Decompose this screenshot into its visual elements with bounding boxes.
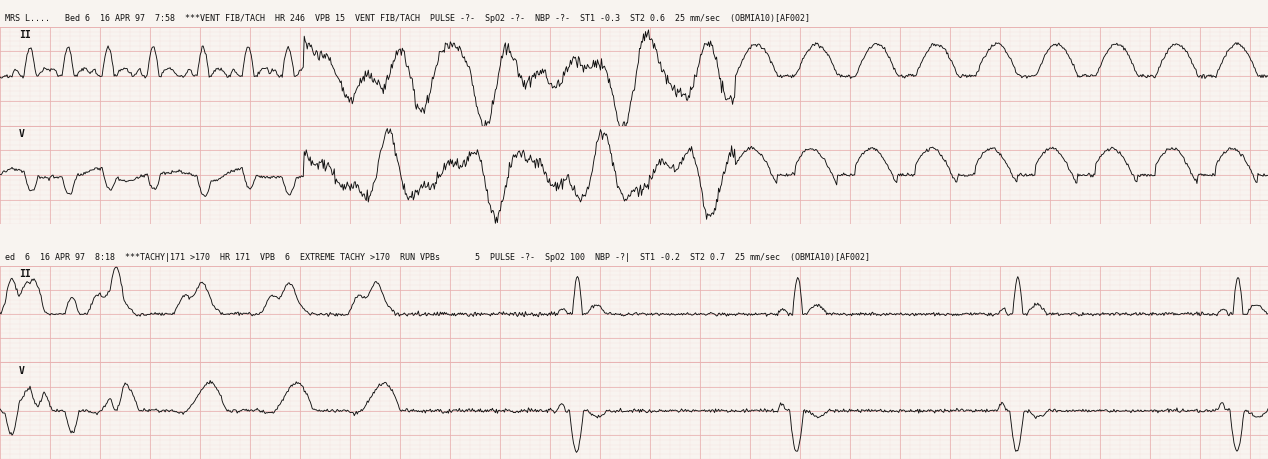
Text: II: II <box>19 269 30 279</box>
Text: ed  6  16 APR 97  8:18  ***TACHY|171 >170  HR 171  VPB  6  EXTREME TACHY >170  R: ed 6 16 APR 97 8:18 ***TACHY|171 >170 HR… <box>5 252 870 262</box>
Text: V: V <box>19 365 25 375</box>
Text: MRS L....   Bed 6  16 APR 97  7:58  ***VENT FIB/TACH  HR 246  VPB 15  VENT FIB/T: MRS L.... Bed 6 16 APR 97 7:58 ***VENT F… <box>5 14 810 23</box>
Text: V: V <box>19 129 25 139</box>
Text: II: II <box>19 30 30 40</box>
